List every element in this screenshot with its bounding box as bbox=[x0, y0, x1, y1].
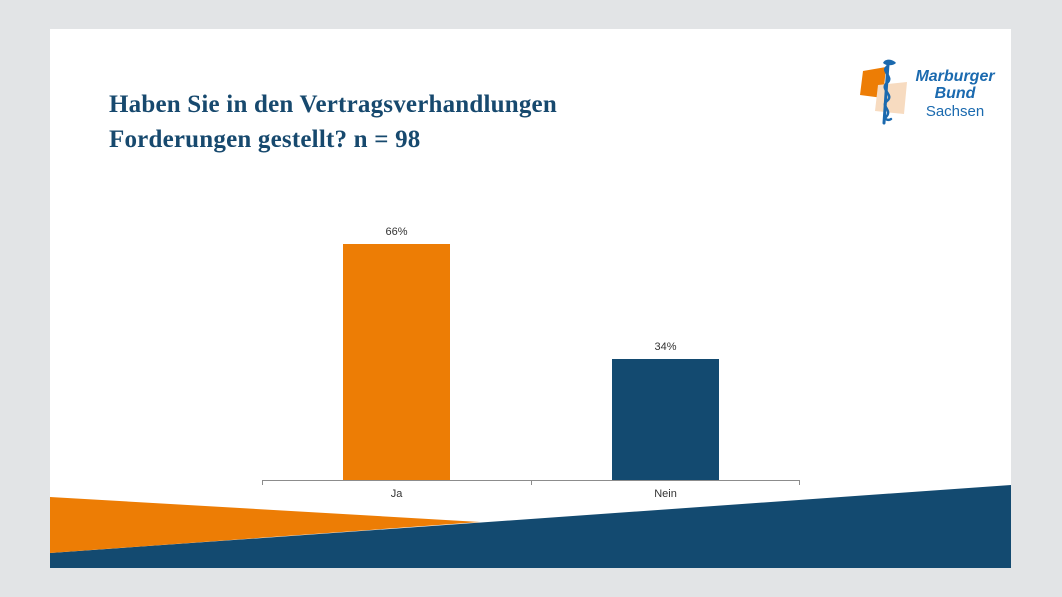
aesculapius-staff-icon bbox=[858, 57, 910, 127]
bar-nein bbox=[612, 359, 719, 480]
marburger-bund-logo: Marburger Bund Sachsen bbox=[858, 57, 998, 129]
x-axis-tick bbox=[262, 481, 263, 485]
slide-canvas: Haben Sie in den Vertragsverhandlungen F… bbox=[50, 29, 1011, 568]
x-axis-label-ja: Ja bbox=[390, 488, 403, 500]
bar-ja bbox=[343, 244, 450, 480]
logo-text-sachsen: Sachsen bbox=[925, 103, 985, 120]
x-axis bbox=[262, 480, 800, 485]
bar-value-label-nein: 34% bbox=[654, 341, 677, 353]
x-axis-label-nein: Nein bbox=[654, 488, 677, 500]
logo-text-bund: Bund bbox=[934, 85, 976, 102]
chart-title-line-2: Forderungen gestellt? n = 98 bbox=[109, 126, 421, 153]
footer-orange-wedge bbox=[50, 497, 480, 553]
logo-wordmark: Marburger Bund Sachsen bbox=[912, 68, 998, 120]
chart-title-line-1: Haben Sie in den Vertragsverhandlungen bbox=[109, 91, 557, 118]
bar-group-ja: 66% bbox=[343, 226, 450, 480]
bar-value-label-ja: 66% bbox=[385, 226, 408, 238]
x-axis-tick bbox=[799, 481, 800, 485]
footer-blue-wedge bbox=[50, 485, 1011, 568]
logo-text-marburger: Marburger bbox=[915, 68, 995, 85]
footer-decoration bbox=[50, 485, 1011, 568]
bar-group-nein: 34% bbox=[612, 341, 719, 480]
chart-title: Haben Sie in den Vertragsverhandlungen F… bbox=[109, 87, 557, 157]
x-axis-tick bbox=[531, 481, 532, 485]
